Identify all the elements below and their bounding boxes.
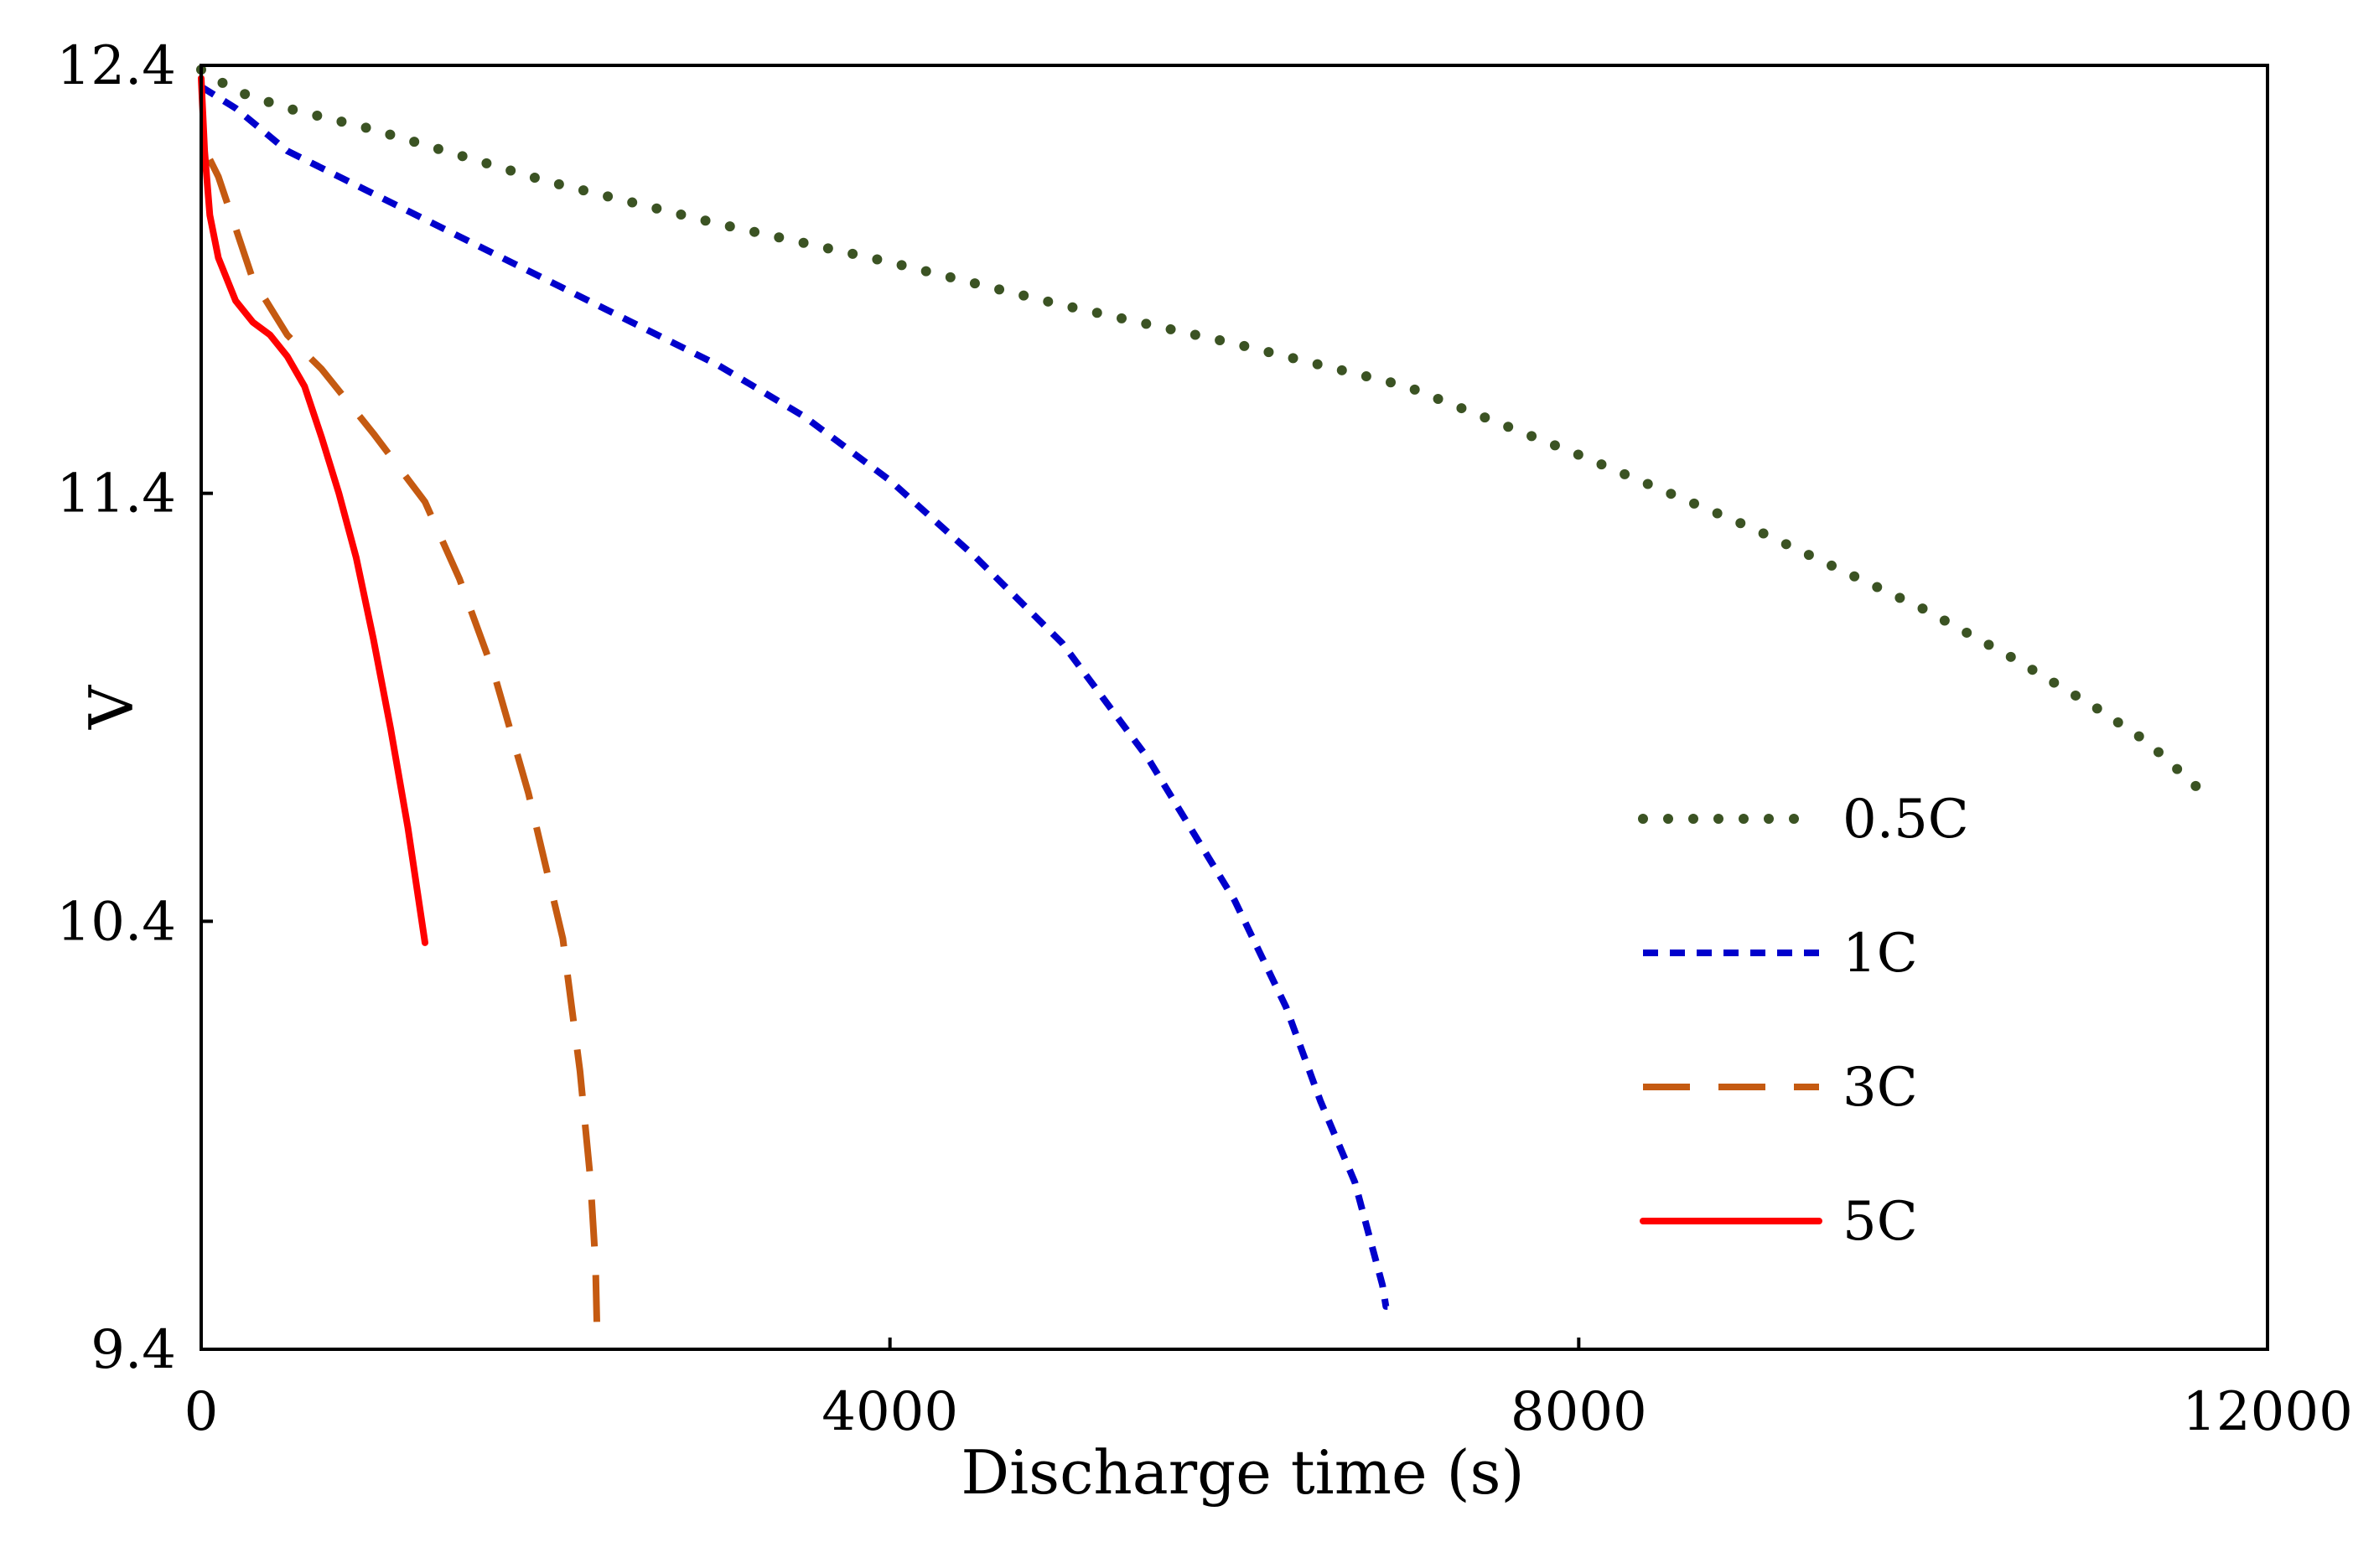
series-layer <box>196 65 2204 1341</box>
y-tick-label: 12.4 <box>57 35 177 97</box>
y-tick-label: 11.4 <box>57 463 177 525</box>
x-tick-label: 8000 <box>1511 1381 1647 1443</box>
y-tick-label: 9.4 <box>91 1319 176 1381</box>
x-tick-label: 12000 <box>2182 1381 2353 1443</box>
axis-ticks: 0 4000 8000 12000 9.4 10.4 11.4 12.4 <box>57 35 2353 1443</box>
series-line-5c <box>198 75 428 946</box>
y-tick-label: 10.4 <box>57 891 177 953</box>
y-axis-title: V <box>76 684 147 730</box>
x-axis-title: Discharge time (s) <box>961 1437 1524 1508</box>
plot-area-frame <box>200 64 2269 1351</box>
legend-label: 3C <box>1843 1057 1918 1119</box>
series-line-0-5c <box>196 65 2204 794</box>
legend-label: 1C <box>1843 923 1918 985</box>
x-tick-label: 0 <box>184 1381 219 1443</box>
legend-label: 5C <box>1843 1191 1918 1253</box>
legend-label: 0.5C <box>1843 789 1969 851</box>
legend: 0.5C 1C 3C 5C <box>1638 789 1969 1253</box>
series-line-3c <box>206 158 601 1341</box>
x-tick-label: 4000 <box>822 1381 958 1443</box>
series-line-1c <box>199 84 1390 1310</box>
